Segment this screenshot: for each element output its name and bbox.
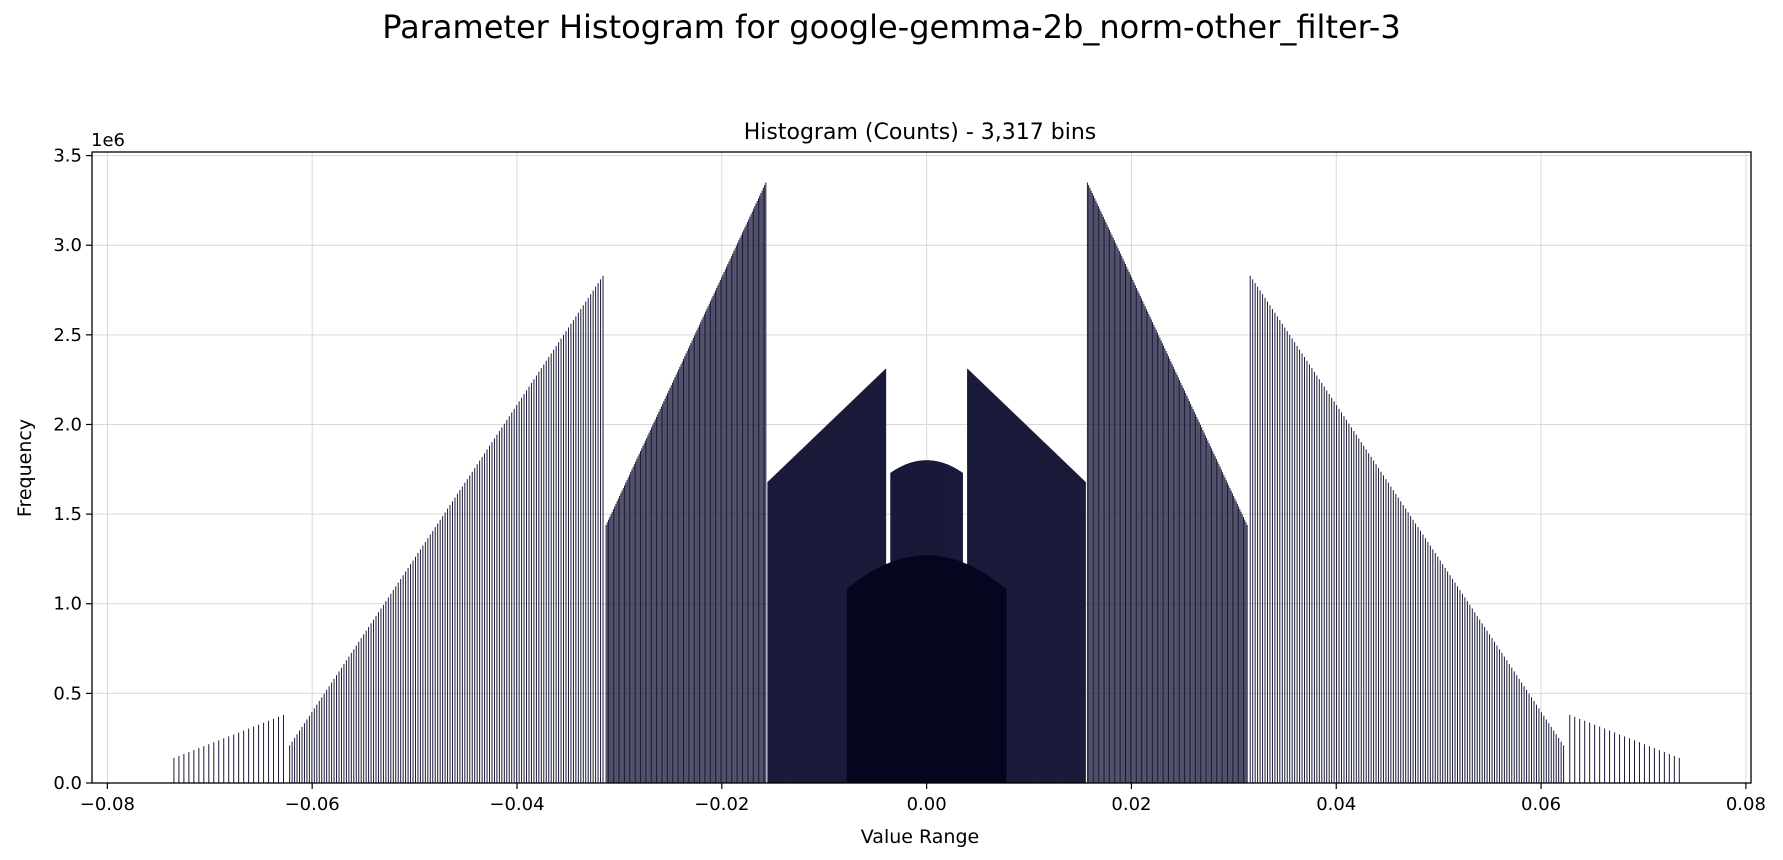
histogram-dense-core (846, 555, 1007, 783)
x-tick-label: 0.02 (1111, 794, 1151, 815)
y-tick-label: 0.0 (53, 773, 82, 794)
y-tick-label: 2.0 (53, 414, 82, 435)
x-tick-label: 0.04 (1316, 794, 1356, 815)
y-tick-label: 2.5 (53, 325, 82, 346)
x-tick-label: 0.00 (907, 794, 947, 815)
x-tick-label: −0.08 (80, 794, 135, 815)
x-axis-label: Value Range (861, 826, 979, 848)
chart-title: Histogram (Counts) - 3,317 bins (744, 120, 1096, 145)
x-tick-label: 0.06 (1521, 794, 1561, 815)
y-tick-label: 3.0 (53, 235, 82, 256)
y-tick-label: 1.0 (53, 594, 82, 615)
histogram-bars (173, 182, 1680, 783)
plot-area-frame (91, 151, 1752, 784)
y-axis-label: Frequency (14, 419, 36, 517)
figure-suptitle: Parameter Histogram for google-gemma-2b_… (382, 8, 1401, 46)
x-tick-label: −0.04 (489, 794, 544, 815)
x-axis-ticks: −0.08 −0.06 −0.04 −0.02 0.00 0.02 0.04 0.06 0.08 (80, 783, 1766, 815)
x-tick-label: 0.08 (1726, 794, 1766, 815)
y-axis-ticks: 0.0 0.5 1.0 1.5 2.0 2.5 3.0 3.5 (53, 146, 92, 794)
y-tick-label: 1.5 (53, 504, 82, 525)
x-tick-label: −0.02 (694, 794, 749, 815)
y-tick-label: 3.5 (53, 146, 82, 167)
y-tick-label: 0.5 (53, 683, 82, 704)
y-axis-offset-text: 1e6 (91, 130, 125, 151)
x-tick-label: −0.06 (285, 794, 340, 815)
